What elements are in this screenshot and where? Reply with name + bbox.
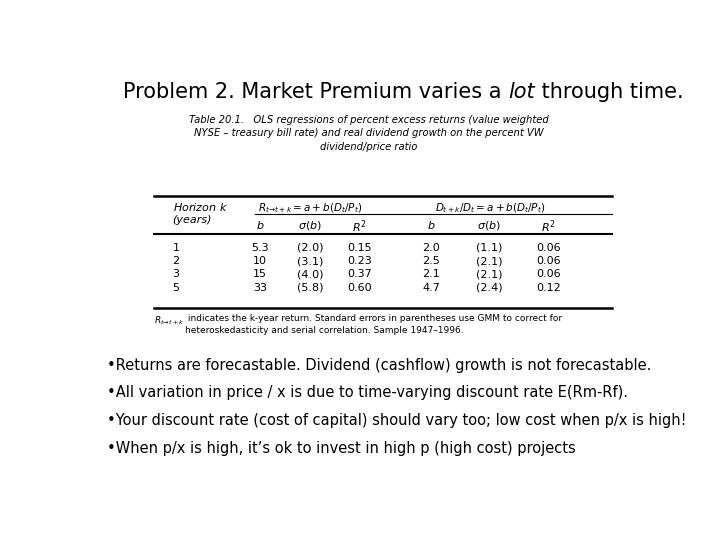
Text: (1.1): (1.1): [476, 243, 502, 253]
Text: Table 20.1.   OLS regressions of percent excess returns (value weighted
NYSE – t: Table 20.1. OLS regressions of percent e…: [189, 114, 549, 152]
Text: 10: 10: [253, 256, 267, 266]
Text: (2.0): (2.0): [297, 243, 324, 253]
Text: $R^2$: $R^2$: [352, 219, 366, 235]
Text: 3: 3: [173, 269, 179, 279]
Text: Horizon $k$: Horizon $k$: [173, 201, 228, 213]
Text: (2.1): (2.1): [476, 256, 503, 266]
Text: •When p/x is high, it’s ok to invest in high p (high cost) projects: •When p/x is high, it’s ok to invest in …: [107, 441, 575, 456]
Text: 0.60: 0.60: [347, 282, 372, 293]
Text: (5.8): (5.8): [297, 282, 324, 293]
Text: •Returns are forecastable. Dividend (cashflow) growth is not forecastable.: •Returns are forecastable. Dividend (cas…: [107, 358, 651, 373]
Text: 0.23: 0.23: [347, 256, 372, 266]
Text: 2.1: 2.1: [423, 269, 441, 279]
Text: 2.0: 2.0: [423, 243, 441, 253]
Text: (2.4): (2.4): [476, 282, 503, 293]
Text: 0.12: 0.12: [536, 282, 561, 293]
Text: 5.3: 5.3: [251, 243, 269, 253]
Text: $\sigma(b)$: $\sigma(b)$: [477, 219, 501, 232]
Text: 5: 5: [173, 282, 179, 293]
Text: 2.5: 2.5: [423, 256, 441, 266]
Text: lot: lot: [508, 82, 535, 102]
Text: (3.1): (3.1): [297, 256, 323, 266]
Text: 33: 33: [253, 282, 267, 293]
Text: •Your discount rate (cost of capital) should vary too; low cost when p/x is high: •Your discount rate (cost of capital) sh…: [107, 413, 686, 428]
Text: $b$: $b$: [256, 219, 264, 231]
Text: (2.1): (2.1): [476, 269, 503, 279]
Text: (4.0): (4.0): [297, 269, 324, 279]
Text: through time.: through time.: [535, 82, 684, 102]
Text: 4.7: 4.7: [423, 282, 441, 293]
Text: (years): (years): [173, 215, 212, 225]
Text: 0.06: 0.06: [536, 256, 561, 266]
Text: 2: 2: [173, 256, 180, 266]
Text: $R_{t\!\rightarrow\!t+k} = a + b(D_t/P_t)$: $R_{t\!\rightarrow\!t+k} = a + b(D_t/P_t…: [258, 201, 362, 215]
Text: Problem 2. Market Premium varies a: Problem 2. Market Premium varies a: [124, 82, 508, 102]
Text: 0.06: 0.06: [536, 243, 561, 253]
Text: $D_{t+k}/D_t = a + b(D_t/P_t)$: $D_{t+k}/D_t = a + b(D_t/P_t)$: [435, 201, 545, 215]
Text: 1: 1: [173, 243, 179, 253]
Text: $\sigma(b)$: $\sigma(b)$: [299, 219, 323, 232]
Text: 0.15: 0.15: [347, 243, 372, 253]
Text: 15: 15: [253, 269, 267, 279]
Text: 0.06: 0.06: [536, 269, 561, 279]
Text: indicates the k-year return. Standard errors in parentheses use GMM to correct f: indicates the k-year return. Standard er…: [185, 314, 562, 335]
Text: •All variation in price / x is due to time-varying discount rate E(Rm-Rf).: •All variation in price / x is due to ti…: [107, 385, 628, 400]
Text: $b$: $b$: [427, 219, 436, 231]
Text: $R_{t\!\rightarrow\!t+k}$: $R_{t\!\rightarrow\!t+k}$: [154, 314, 185, 327]
Text: 0.37: 0.37: [347, 269, 372, 279]
Text: $R^2$: $R^2$: [541, 219, 556, 235]
